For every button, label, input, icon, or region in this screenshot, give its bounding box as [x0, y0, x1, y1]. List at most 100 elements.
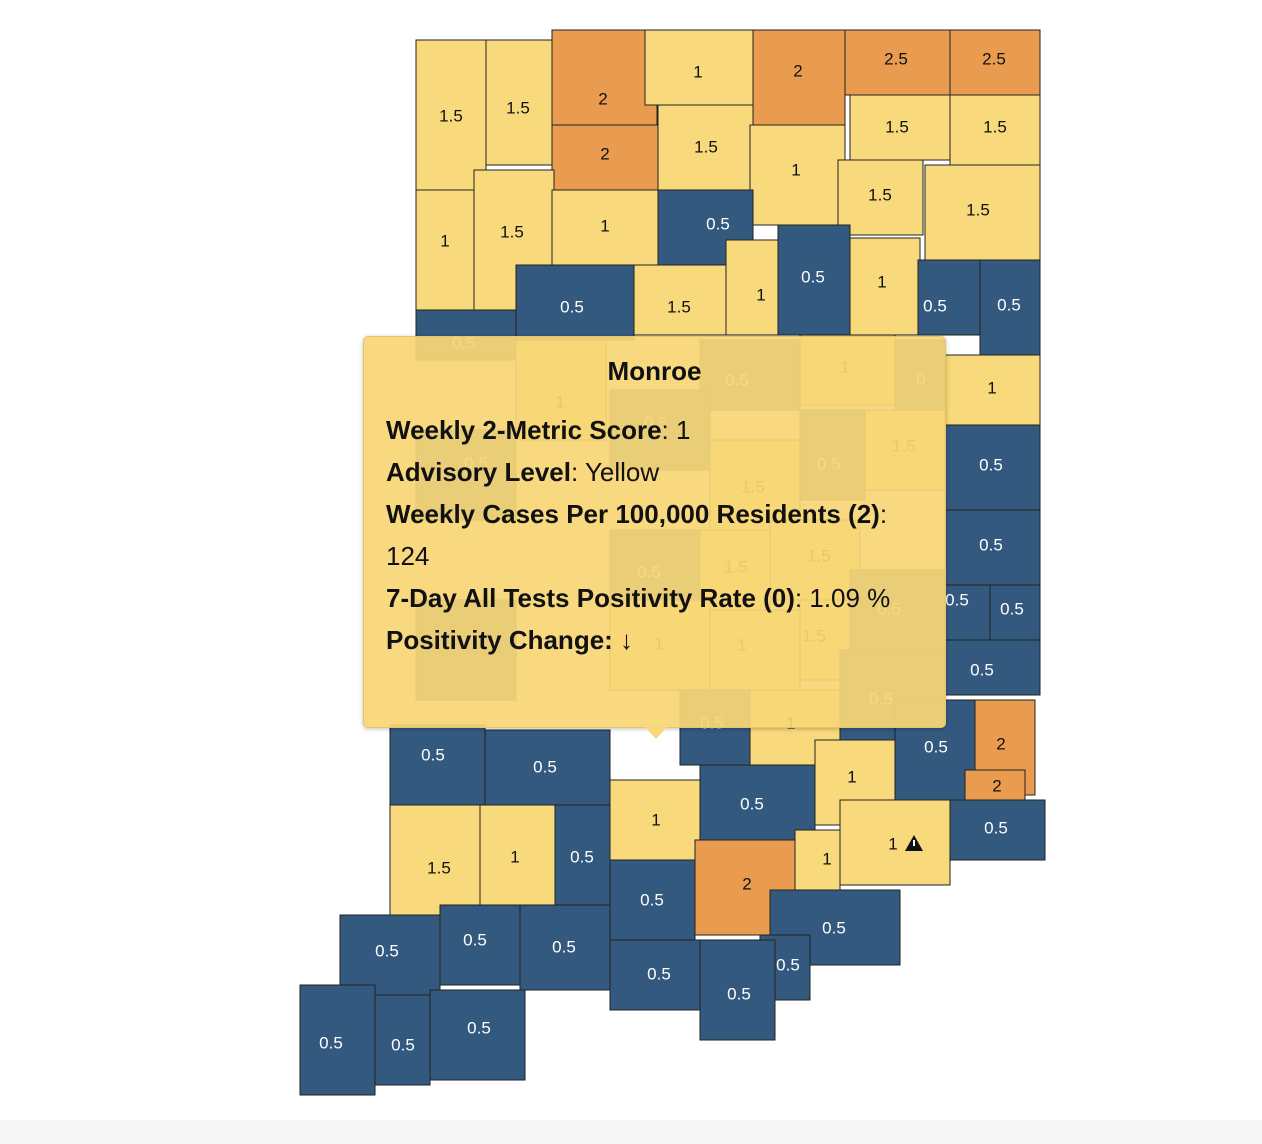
county-score: 1 — [877, 272, 886, 291]
tooltip-label: Weekly 2-Metric Score — [386, 415, 662, 445]
tooltip-value: : 1 — [661, 415, 691, 445]
county — [949, 799, 1046, 861]
county — [609, 939, 701, 1011]
county-score: 0.5 — [801, 267, 825, 286]
county-score: 2 — [992, 776, 1001, 795]
county — [989, 584, 1041, 641]
county-score: 0.5 — [391, 1035, 415, 1054]
tooltip-row: Positivity Change: ↓ — [386, 619, 923, 661]
county — [415, 39, 487, 196]
county-score: 0.5 — [997, 295, 1021, 314]
tooltip-value: : Yellow — [570, 457, 660, 487]
county-score: 0.5 — [822, 918, 846, 937]
county-score: 0.5 — [375, 941, 399, 960]
tooltip: Monroe Weekly 2-Metric Score: 1 Advisory … — [363, 336, 946, 728]
county-score: 2 — [600, 144, 609, 163]
county-score: 1 — [822, 849, 831, 868]
county-score: 1.5 — [439, 106, 463, 125]
county — [777, 224, 851, 336]
county-score: 0.5 — [533, 757, 557, 776]
county-score: 0.5 — [984, 818, 1008, 837]
tooltip-row: Weekly 2-Metric Score: 1 — [386, 409, 923, 451]
county-score: 0.5 — [945, 590, 969, 609]
county — [439, 904, 521, 986]
county-score: 1 — [510, 847, 519, 866]
county-score: 1 — [987, 378, 996, 397]
county-score: 0.5 — [924, 737, 948, 756]
county-score: 0.5 — [421, 745, 445, 764]
county-score: 1.5 — [427, 858, 451, 877]
bottom-strip — [0, 1120, 1262, 1144]
county — [554, 804, 611, 911]
tooltip-label: Positivity Change: ↓ — [386, 625, 634, 655]
county — [644, 29, 754, 106]
county-score: 1.5 — [667, 297, 691, 316]
county — [849, 237, 921, 336]
county-score: 0.5 — [463, 930, 487, 949]
tooltip-label: 7-Day All Tests Positivity Rate (0) — [386, 583, 795, 613]
county-score: 2.5 — [884, 49, 908, 68]
county — [551, 29, 658, 126]
county — [794, 829, 841, 896]
county-score: 1.5 — [966, 200, 990, 219]
county-score: 1 — [440, 231, 449, 250]
tooltip-value: : 1.09 % — [794, 583, 891, 613]
tooltip-label: Weekly Cases Per 100,000 Residents (2) — [386, 499, 880, 529]
county-score: 0.5 — [467, 1018, 491, 1037]
county-score: 0.5 — [979, 455, 1003, 474]
county-score: 0.5 — [560, 297, 584, 316]
county-score: 1 — [756, 285, 765, 304]
county-score: 1.5 — [694, 137, 718, 156]
county-score: 0.5 — [570, 847, 594, 866]
county-score: 2 — [742, 874, 751, 893]
county — [299, 984, 376, 1096]
county — [429, 989, 526, 1081]
county — [944, 509, 1041, 591]
tooltip-row: Weekly Cases Per 100,000 Residents (2): … — [386, 493, 923, 577]
county-score: 0.5 — [1000, 599, 1024, 618]
county — [924, 164, 1041, 261]
county-score: 1 — [847, 767, 856, 786]
county-score: 1 — [600, 216, 609, 235]
county — [519, 904, 611, 991]
county — [699, 939, 776, 1041]
county — [944, 424, 1041, 511]
county-score: 1 — [693, 62, 702, 81]
county — [944, 354, 1041, 431]
county — [485, 39, 553, 166]
county-score: 1.5 — [868, 185, 892, 204]
county-score: 0.5 — [970, 660, 994, 679]
warning-icon — [905, 835, 923, 851]
county — [749, 124, 846, 226]
county-score: 0.5 — [740, 794, 764, 813]
county-score: 0.5 — [727, 984, 751, 1003]
county-score: 2 — [793, 61, 802, 80]
county — [389, 724, 486, 806]
county — [725, 239, 779, 336]
tooltip-pointer — [645, 727, 667, 739]
county-score: 2.5 — [982, 49, 1006, 68]
county-score: 0.5 — [552, 937, 576, 956]
county — [515, 264, 635, 341]
county-score: 1 — [651, 810, 660, 829]
county-score: 0.5 — [706, 214, 730, 233]
county-score: 0.5 — [640, 890, 664, 909]
county-score: 1.5 — [500, 222, 524, 241]
warning-mark — [913, 840, 915, 846]
county-score: 1 — [791, 160, 800, 179]
county-score: 0.5 — [776, 955, 800, 974]
county — [949, 29, 1041, 96]
county — [551, 189, 659, 266]
county — [944, 639, 1041, 696]
tooltip-row: Advisory Level: Yellow — [386, 451, 923, 493]
county — [374, 994, 431, 1086]
county — [979, 259, 1041, 356]
county-score: 1.5 — [506, 98, 530, 117]
tooltip-label: Advisory Level — [386, 457, 571, 487]
tooltip-row: 7-Day All Tests Positivity Rate (0): 1.0… — [386, 577, 923, 619]
county — [839, 799, 951, 886]
county — [551, 124, 659, 191]
county-score: 0.5 — [647, 964, 671, 983]
county-score: 1.5 — [983, 117, 1007, 136]
